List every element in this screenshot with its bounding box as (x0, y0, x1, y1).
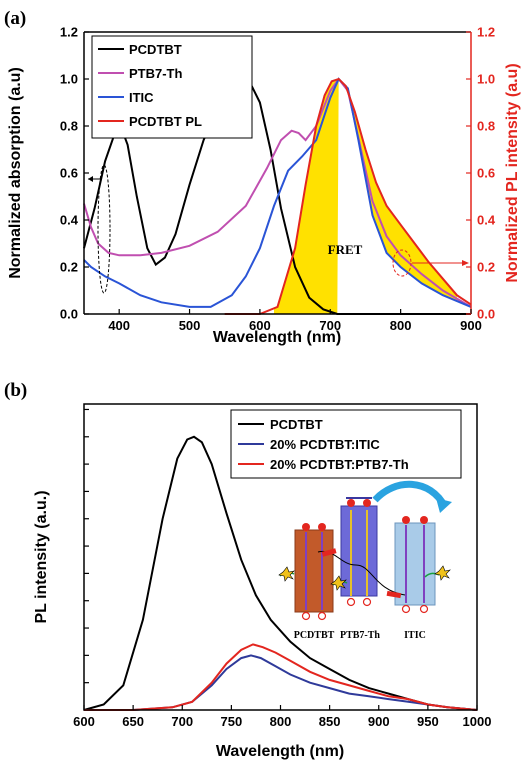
panel-b-x-axis-title: Wavelength (nm) (216, 743, 344, 760)
panel-a-y2-ticks: 0.0 0.2 0.4 0.6 0.8 1.0 1.2 (466, 25, 496, 322)
panel-a-label: (a) (4, 8, 26, 29)
x-tick-label: 500 (179, 318, 201, 333)
x-tick-label: 600 (249, 318, 271, 333)
y2-tick-label: 1.0 (477, 72, 495, 87)
panel-a-y-axis-title: Normalized absorption (a.u) (7, 67, 24, 279)
hole-icon (317, 611, 327, 621)
x-tick-label: 750 (221, 714, 243, 729)
y-tick-label: 0.4 (60, 213, 79, 228)
inset-label-ptb7th: PTB7-Th (340, 630, 380, 641)
ptb7th-energy-block (340, 505, 378, 597)
electron-icon (302, 523, 310, 531)
panel-a-x-axis-title: Wavelength (nm) (213, 329, 341, 346)
y2-tick-label: 0.2 (477, 260, 495, 275)
sun-icon (278, 566, 295, 582)
pl-axis-ellipse (392, 249, 412, 277)
x-tick-label: 850 (319, 714, 341, 729)
x-tick-label: 700 (171, 714, 193, 729)
panel-b-y-ticks (84, 408, 89, 684)
series-line-pcdtbt-pl (224, 77, 472, 315)
hole-icon (419, 604, 429, 614)
series-line-b-pcdtbt (83, 435, 478, 711)
electron-icon (318, 523, 326, 531)
y-tick-label: 0.0 (60, 307, 78, 322)
legend-a-label-pcdtbt-pl: PCDTBT PL (129, 114, 202, 129)
charge-icon (386, 590, 402, 599)
panel-a: (a) 400 500 600 700 800 900 0.0 0.2 0.4 0.6 0.8 1.… (4, 8, 521, 346)
x-tick-label: 800 (390, 318, 412, 333)
series-line-b-20-pcdtbt-ptb7-th (84, 643, 478, 711)
itic-energy-block (394, 522, 436, 606)
fret-fill-area (274, 79, 457, 314)
energy-transfer-arrow (372, 480, 449, 509)
panel-b-x-ticks: 600 650 700 750 800 850 900 950 1000 (73, 705, 491, 729)
panel-b: (b) 600 650 700 750 800 850 900 950 1000 Wavelen… (4, 380, 491, 760)
electron-icon (420, 516, 428, 524)
y-tick-label: 0.2 (60, 260, 78, 275)
sun-icon (330, 575, 347, 591)
panel-b-legend: PCDTBT 20% PCDTBT:ITIC 20% PCDTBT:PTB7-T… (230, 409, 462, 479)
y-tick-label: 0.6 (60, 166, 78, 181)
fret-overlap-area (274, 79, 457, 314)
series-line-ptb7-th (83, 77, 472, 308)
hole-icon (301, 611, 311, 621)
absorption-axis-ellipse (97, 164, 111, 294)
electron-icon (363, 499, 371, 507)
panel-b-y-axis-title: PL intensity (a.u.) (33, 490, 50, 623)
fret-annotation: FRET (328, 242, 363, 257)
y-tick-label: 1.2 (60, 25, 78, 40)
legend-a-label-itic: ITIC (129, 90, 154, 105)
hole-icon (401, 604, 411, 614)
legend-b-label-itic: 20% PCDTBT:ITIC (270, 437, 380, 452)
y2-tick-label: 0.0 (477, 307, 495, 322)
energy-level-schematic: PCDTBT PTB7-Th ITIC (278, 480, 452, 641)
legend-a-label-pcdtbt: PCDTBT (129, 42, 182, 57)
inset-label-pcdtbt: PCDTBT (294, 630, 335, 641)
x-tick-label: 900 (460, 318, 482, 333)
panel-b-series-lines (83, 435, 478, 711)
y2-tick-label: 0.8 (477, 119, 495, 134)
y2-tick-label: 1.2 (477, 25, 495, 40)
x-tick-label: 1000 (463, 714, 492, 729)
y2-tick-label: 0.4 (477, 213, 496, 228)
panel-a-legend: PCDTBT PTB7-Th ITIC PCDTBT PL (91, 35, 253, 139)
hole-icon (346, 597, 356, 607)
hole-icon (362, 597, 372, 607)
inset-label-itic: ITIC (404, 630, 426, 641)
panel-a-y2-axis-title: Normalized PL intensity (a.u) (504, 63, 521, 282)
panel-a-y-ticks: 0.0 0.2 0.4 0.6 0.8 1.0 1.2 (60, 25, 89, 322)
legend-a-label-ptb7th: PTB7-Th (129, 66, 183, 81)
x-tick-label: 950 (417, 714, 439, 729)
x-tick-label: 600 (73, 714, 95, 729)
y-tick-label: 0.8 (60, 119, 78, 134)
sun-icon (434, 565, 451, 581)
absorption-arrow-head (88, 176, 93, 182)
energy-transfer-arrow-head (436, 498, 452, 513)
x-tick-label: 900 (368, 714, 390, 729)
legend-b-label-ptb7th: 20% PCDTBT:PTB7-Th (270, 457, 409, 472)
electron-icon (402, 516, 410, 524)
pcdtbt-energy-block (294, 529, 334, 613)
panel-b-legend-box (230, 409, 462, 479)
y2-tick-label: 0.6 (477, 166, 495, 181)
x-tick-label: 800 (270, 714, 292, 729)
panel-a-x-ticks: 400 500 600 700 800 900 (108, 309, 482, 333)
series-line-itic (83, 77, 472, 308)
electron-icon (347, 499, 355, 507)
x-tick-label: 650 (122, 714, 144, 729)
charge-icon (321, 548, 337, 557)
x-tick-label: 400 (108, 318, 130, 333)
panel-b-label: (b) (4, 380, 27, 401)
legend-b-label-pcdtbt: PCDTBT (270, 417, 323, 432)
pl-arrow-head (462, 260, 469, 266)
x-tick-label: 700 (319, 318, 341, 333)
y-tick-label: 1.0 (60, 72, 78, 87)
